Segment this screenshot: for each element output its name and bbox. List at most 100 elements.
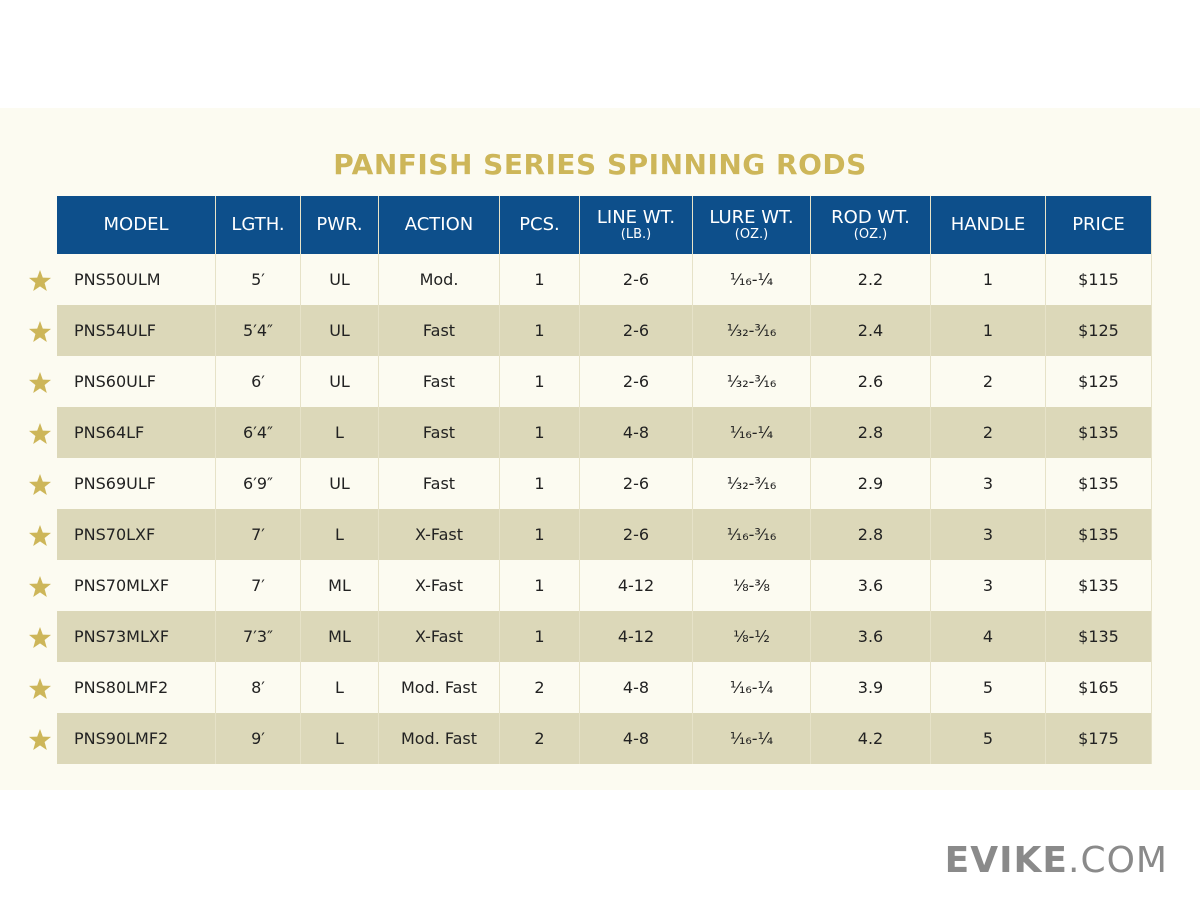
table-cell: 2-6 <box>580 509 693 560</box>
table-cell: 2 <box>500 713 580 764</box>
table-cell: $135 <box>1046 611 1152 662</box>
header-label: PCS. <box>519 214 560 235</box>
table-cell: X-Fast <box>379 560 500 611</box>
star-icon <box>29 576 51 597</box>
table-cell: 1 <box>500 254 580 305</box>
header-label: ACTION <box>404 214 474 235</box>
table-cell: Fast <box>379 356 500 407</box>
table-cell: 1 <box>500 611 580 662</box>
table-cell: 4-8 <box>580 407 693 458</box>
table-cell: ⅛-⅜ <box>693 560 811 611</box>
table-cell: $175 <box>1046 713 1152 764</box>
table-cell: ¹⁄₁₆-¼ <box>693 254 811 305</box>
footer-logo: EVIKE.COM <box>945 840 1168 881</box>
star-icon <box>29 627 51 648</box>
star-icon <box>29 423 51 444</box>
table-cell: 6′9″ <box>216 458 301 509</box>
model-cell: PNS54ULF <box>57 305 216 356</box>
table-cell: 5′ <box>216 254 301 305</box>
table-cell: ML <box>301 611 379 662</box>
table-cell: 2 <box>931 407 1046 458</box>
table-cell: 7′ <box>216 509 301 560</box>
table-cell: 1 <box>931 305 1046 356</box>
table-cell: 1 <box>500 407 580 458</box>
header-unit: (OZ.) <box>734 227 769 242</box>
table-cell: $125 <box>1046 356 1152 407</box>
table-cell: Fast <box>379 407 500 458</box>
table-cell: ¹⁄₁₆-¼ <box>693 662 811 713</box>
header-label: ROD WT. <box>831 207 910 228</box>
header-label: PWR. <box>316 214 363 235</box>
table-cell: 4-12 <box>580 560 693 611</box>
table-cell: ¹⁄₃₂-³⁄₁₆ <box>693 356 811 407</box>
table-cell: UL <box>301 254 379 305</box>
table-cell: 3 <box>931 560 1046 611</box>
model-cell: PNS90LMF2 <box>57 713 216 764</box>
table-cell: $125 <box>1046 305 1152 356</box>
table-cell: 2-6 <box>580 356 693 407</box>
table-cell: 2-6 <box>580 254 693 305</box>
table-cell: 3.6 <box>811 611 931 662</box>
table-cell: UL <box>301 305 379 356</box>
model-cell: PNS70LXF <box>57 509 216 560</box>
column-header: MODEL <box>57 196 216 254</box>
header-label: LURE WT. <box>709 207 794 228</box>
table-cell: $135 <box>1046 560 1152 611</box>
table-cell: 1 <box>500 356 580 407</box>
table-cell: L <box>301 407 379 458</box>
table-cell: 5 <box>931 713 1046 764</box>
table-cell: Mod. Fast <box>379 713 500 764</box>
column-header: LGTH. <box>216 196 301 254</box>
table-cell: 6′ <box>216 356 301 407</box>
table-cell: Mod. <box>379 254 500 305</box>
table-cell: 8′ <box>216 662 301 713</box>
table-cell: 1 <box>500 509 580 560</box>
header-unit: (OZ.) <box>853 227 888 242</box>
column-header: ROD WT. (OZ.) <box>811 196 931 254</box>
table-cell: $135 <box>1046 407 1152 458</box>
table-cell: 3 <box>931 509 1046 560</box>
column-header: PWR. <box>301 196 379 254</box>
column-header: PRICE <box>1046 196 1152 254</box>
table-cell: X-Fast <box>379 611 500 662</box>
table-cell: 1 <box>500 560 580 611</box>
model-cell: PNS64LF <box>57 407 216 458</box>
table-cell: 1 <box>931 254 1046 305</box>
table-cell: 4.2 <box>811 713 931 764</box>
star-icon <box>29 678 51 699</box>
table-cell: ⅛-½ <box>693 611 811 662</box>
table-cell: ¹⁄₁₆-¼ <box>693 407 811 458</box>
table-cell: ¹⁄₁₆-¼ <box>693 713 811 764</box>
model-cell: PNS80LMF2 <box>57 662 216 713</box>
table-cell: 2.8 <box>811 509 931 560</box>
brand: EVIKE <box>944 840 1069 881</box>
table-cell: 4-12 <box>580 611 693 662</box>
table-cell: L <box>301 713 379 764</box>
table-cell: ¹⁄₃₂-³⁄₁₆ <box>693 305 811 356</box>
table-cell: Fast <box>379 458 500 509</box>
table-cell: 2-6 <box>580 305 693 356</box>
table-cell: L <box>301 509 379 560</box>
table-cell: 7′ <box>216 560 301 611</box>
table-cell: 4-8 <box>580 662 693 713</box>
column-header: PCS. <box>500 196 580 254</box>
table-cell: ¹⁄₃₂-³⁄₁₆ <box>693 458 811 509</box>
header-label: LINE WT. <box>596 207 676 228</box>
table-cell: 6′4″ <box>216 407 301 458</box>
table-cell: 7′3″ <box>216 611 301 662</box>
table-cell: 2.6 <box>811 356 931 407</box>
table-cell: 2.4 <box>811 305 931 356</box>
table-cell: 5′4″ <box>216 305 301 356</box>
table-cell: $115 <box>1046 254 1152 305</box>
model-cell: PNS50ULM <box>57 254 216 305</box>
table-cell: Fast <box>379 305 500 356</box>
brand-domain: .COM <box>1068 840 1168 881</box>
star-icon <box>29 525 51 546</box>
table-cell: $165 <box>1046 662 1152 713</box>
table-cell: 3 <box>931 458 1046 509</box>
model-cell: PNS73MLXF <box>57 611 216 662</box>
table-cell: ¹⁄₁₆-³⁄₁₆ <box>693 509 811 560</box>
table-cell: 2 <box>931 356 1046 407</box>
table-cell: 1 <box>500 458 580 509</box>
column-header: HANDLE <box>931 196 1046 254</box>
